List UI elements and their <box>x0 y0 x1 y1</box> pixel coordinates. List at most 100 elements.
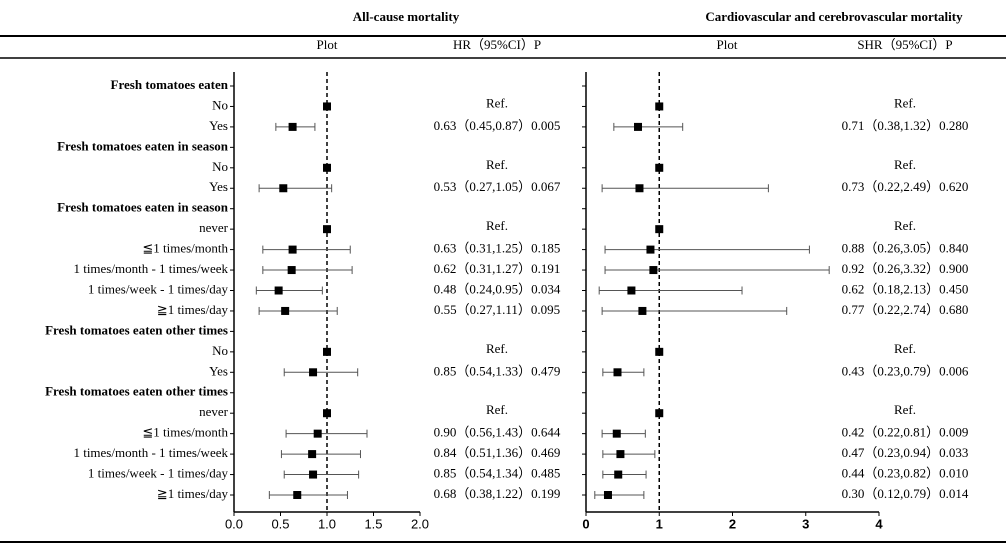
value-label: 0.73（0.22,2.49）0.620 <box>842 179 969 194</box>
value-header: HR（95%CI）P <box>453 37 541 52</box>
value-label: Ref. <box>894 157 916 172</box>
point-estimate <box>323 225 331 234</box>
group-label: Fresh tomatoes eaten other times <box>45 322 228 337</box>
value-label: 0.62（0.18,2.13）0.450 <box>842 281 969 296</box>
value-label: 0.63（0.31,1.25）0.185 <box>434 241 561 256</box>
value-label: 0.85（0.54,1.33）0.479 <box>434 363 561 378</box>
point-estimate <box>613 368 622 377</box>
value-label: 0.71（0.38,1.32）0.280 <box>842 118 969 133</box>
row-label: 1 times/week - 1 times/day <box>88 281 229 296</box>
x-tick-label: 1.0 <box>318 516 336 531</box>
point-estimate <box>288 245 297 254</box>
point-estimate <box>323 347 331 356</box>
point-estimate <box>612 429 621 438</box>
point-estimate <box>274 286 283 295</box>
point-estimate <box>287 266 296 275</box>
point-estimate <box>614 470 623 479</box>
value-label: 0.62（0.31,1.27）0.191 <box>434 261 561 276</box>
point-estimate <box>313 429 322 438</box>
point-estimate <box>646 245 655 254</box>
value-label: Ref. <box>486 157 508 172</box>
point-estimate <box>281 306 290 315</box>
row-label: No <box>212 97 228 112</box>
point-estimate <box>308 450 317 459</box>
group-label: Fresh tomatoes eaten in season <box>57 200 229 215</box>
row-label: never <box>199 220 229 235</box>
value-label: Ref. <box>486 218 508 233</box>
row-label: Yes <box>209 179 228 194</box>
value-label: Ref. <box>894 95 916 110</box>
value-label: 0.53（0.27,1.05）0.067 <box>434 179 561 194</box>
value-label: 0.63（0.45,0.87）0.005 <box>434 118 561 133</box>
point-estimate <box>634 122 643 131</box>
point-estimate <box>323 102 331 111</box>
row-label: Yes <box>209 118 228 133</box>
value-label: 0.90（0.56,1.43）0.644 <box>434 425 561 440</box>
value-label: 0.55（0.27,1.11）0.095 <box>434 302 560 317</box>
value-label: 0.42（0.22,0.81）0.009 <box>842 425 969 440</box>
value-label: 0.47（0.23,0.94）0.033 <box>842 445 969 460</box>
point-estimate <box>309 470 318 479</box>
value-label: 0.88（0.26,3.05）0.840 <box>842 241 969 256</box>
point-estimate <box>649 266 658 275</box>
row-label: No <box>212 343 228 358</box>
point-estimate <box>655 102 664 111</box>
row-label: ≧1 times/day <box>157 486 229 501</box>
x-tick-label: 1.5 <box>364 516 382 531</box>
row-label: ≦1 times/month <box>142 241 228 256</box>
value-label: 0.68（0.38,1.22）0.199 <box>434 486 561 501</box>
group-label: Fresh tomatoes eaten other times <box>45 384 228 399</box>
row-label: Yes <box>209 363 228 378</box>
point-estimate <box>323 409 331 418</box>
x-tick-label: 3 <box>802 516 809 531</box>
value-label: 0.84（0.51,1.36）0.469 <box>434 445 561 460</box>
point-estimate <box>603 491 612 499</box>
row-label: 1 times/month - 1 times/week <box>73 261 228 276</box>
point-estimate <box>655 225 664 234</box>
panel-title: All-cause mortality <box>353 9 460 24</box>
row-label: 1 times/week - 1 times/day <box>88 466 229 481</box>
row-label: ≦1 times/month <box>142 425 228 440</box>
point-estimate <box>655 409 664 418</box>
group-label: Fresh tomatoes eaten in season <box>57 138 229 153</box>
value-label: Ref. <box>486 402 508 417</box>
point-estimate <box>638 306 647 315</box>
value-label: Ref. <box>894 341 916 356</box>
row-label: ≧1 times/day <box>157 302 229 317</box>
x-tick-label: 4 <box>875 516 883 531</box>
x-tick-label: 0.5 <box>271 516 289 531</box>
value-label: 0.44（0.23,0.82）0.010 <box>842 466 969 481</box>
value-label: 0.85（0.54,1.34）0.485 <box>434 466 561 481</box>
point-estimate <box>655 163 664 172</box>
point-estimate <box>655 347 664 356</box>
value-label: 0.43（0.23,0.79）0.006 <box>842 363 969 378</box>
row-label: No <box>212 159 228 174</box>
point-estimate <box>627 286 636 295</box>
row-label: never <box>199 404 229 419</box>
value-label: 0.48（0.24,0.95）0.034 <box>434 281 561 296</box>
value-header: SHR（95%CI）P <box>857 37 952 52</box>
plot-header: Plot <box>317 37 338 52</box>
x-tick-label: 1 <box>656 516 663 531</box>
value-label: Ref. <box>894 218 916 233</box>
point-estimate <box>635 184 644 193</box>
point-estimate <box>616 450 625 459</box>
row-label: 1 times/month - 1 times/week <box>73 445 228 460</box>
panel-title: Cardiovascular and cerebrovascular morta… <box>705 9 963 24</box>
plot-header: Plot <box>717 37 738 52</box>
value-label: 0.92（0.26,3.32）0.900 <box>842 261 969 276</box>
x-tick-label: 2 <box>729 516 736 531</box>
value-label: Ref. <box>486 341 508 356</box>
value-label: Ref. <box>486 95 508 110</box>
x-tick-label: 0 <box>582 516 589 531</box>
value-label: 0.30（0.12,0.79）0.014 <box>842 486 969 501</box>
point-estimate <box>288 122 297 131</box>
point-estimate <box>323 163 331 172</box>
point-estimate <box>279 184 288 193</box>
value-label: 0.77（0.22,2.74）0.680 <box>842 302 969 317</box>
point-estimate <box>309 368 318 377</box>
value-label: Ref. <box>894 402 916 417</box>
point-estimate <box>293 491 302 499</box>
x-tick-label: 2.0 <box>411 516 429 531</box>
